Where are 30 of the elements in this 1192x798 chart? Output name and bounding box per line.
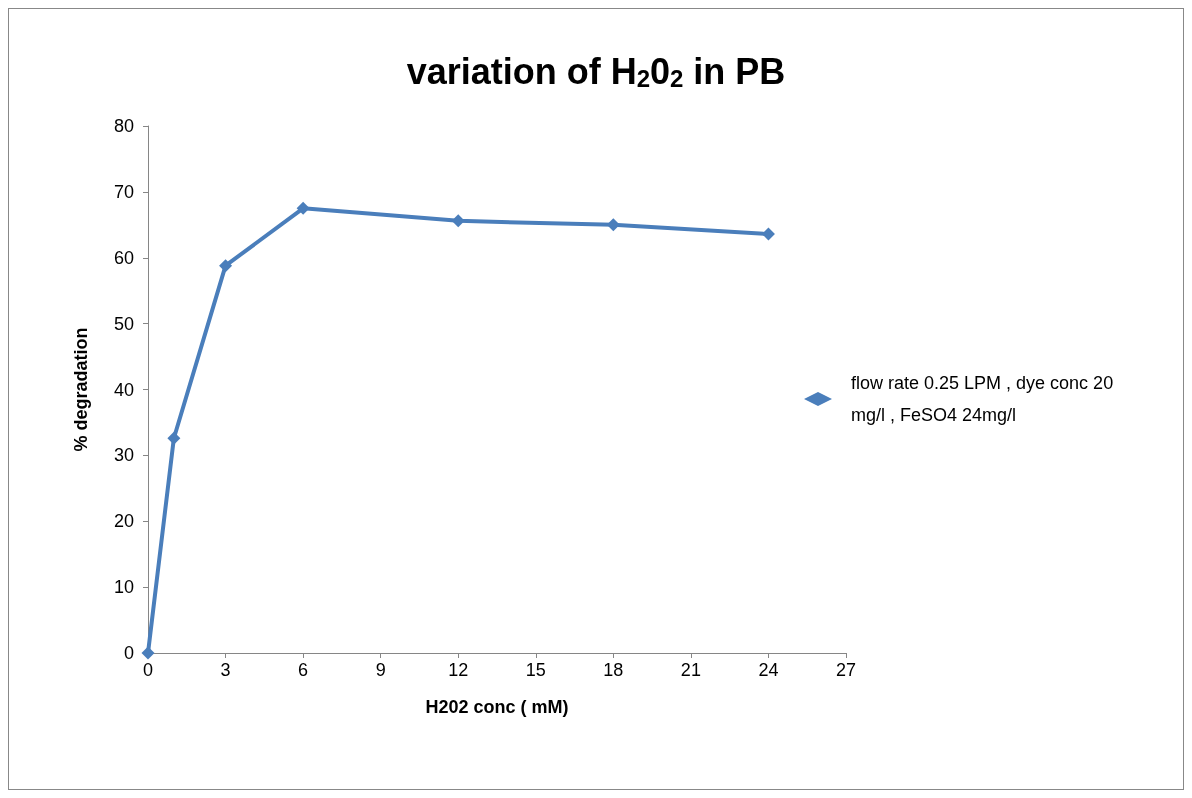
y-tick-label: 10 (113, 577, 134, 598)
x-tick-label: 9 (375, 660, 386, 680)
point (451, 214, 465, 228)
x-tick-label: 6 (298, 660, 309, 680)
chart-title: variation of H202 in PB (406, 50, 786, 92)
x-tick-label: 3 (220, 660, 231, 680)
x-tick-label: 12 (448, 660, 469, 680)
x-tick-label: 27 (835, 660, 857, 680)
y-tick-label: 0 (123, 643, 134, 663)
y-tick-label: 60 (113, 247, 134, 268)
x-tick-label: 18 (603, 660, 624, 680)
legend-label: flow rate 0.25 LPM , dye conc 20 mg/l , FeSO4 24mg/l (851, 373, 1119, 425)
y-tick-label: 70 (113, 181, 134, 202)
y-tick-label: 20 (113, 511, 134, 532)
x-tick-label: 15 (525, 660, 546, 680)
y-tick-label: 50 (113, 313, 134, 334)
x-tick-label: 24 (758, 660, 779, 680)
point (141, 646, 155, 660)
point (167, 431, 181, 445)
x-tick-label: 0 (142, 660, 154, 680)
point (296, 201, 310, 215)
x-axis-title: H202 conc ( mM) (425, 697, 569, 717)
x-tick-label: 21 (680, 660, 701, 680)
y-tick-label: 80 (113, 116, 134, 136)
point (761, 227, 775, 241)
y-tick-label: 30 (113, 445, 134, 466)
point (606, 218, 620, 232)
y-axis-title: % degradation (71, 327, 91, 452)
y-tick-label: 40 (113, 379, 134, 400)
point (219, 259, 233, 273)
